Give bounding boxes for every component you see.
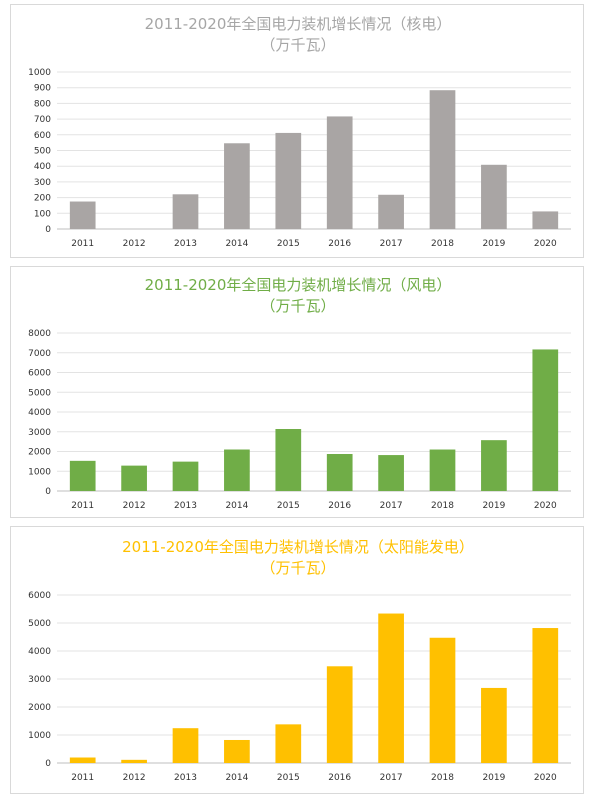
nuclear-chart: 2011-2020年全国电力装机增长情况（核电） （万千瓦） 0 100 200 300 4… [28, 15, 571, 249]
solar-x-tick-label: 2019 [482, 773, 505, 783]
wind-y-tick-label: 3000 [28, 428, 51, 438]
wind-x-tick-label: 2014 [225, 501, 248, 511]
nuclear-bar-2017 [378, 194, 404, 229]
wind-x-tick-label: 2011 [71, 501, 94, 511]
wind-y-tick-label: 6000 [28, 369, 51, 379]
solar-y-tick-label: 4000 [28, 647, 51, 657]
wind-bar-2013 [172, 461, 199, 491]
nuclear-x-tick-label: 2016 [328, 239, 351, 249]
wind-y-tick-label: 7000 [28, 349, 51, 359]
solar-bar-2015 [275, 724, 302, 763]
solar-y-tick-label: 5000 [28, 619, 51, 629]
solar-x-tick-label: 2014 [225, 773, 248, 783]
wind-bar-2011 [69, 460, 96, 491]
nuclear-bar-2020 [532, 211, 559, 229]
solar-y-tick-label: 1000 [28, 731, 51, 741]
solar-bar-2014 [224, 739, 250, 763]
wind-bar-2016 [326, 454, 353, 491]
nuclear-y-tick-label: 200 [34, 194, 51, 204]
nuclear-bar-2019 [481, 164, 507, 229]
solar-bar-2012 [121, 759, 147, 763]
solar-y-tick-label: 0 [45, 759, 51, 769]
wind-x-tick-label: 2020 [534, 501, 557, 511]
nuclear-bar-2015 [275, 132, 302, 229]
solar-y-tick-label: 2000 [28, 703, 51, 713]
nuclear-chart-title: 2011-2020年全国电力装机增长情况（核电） [145, 15, 452, 33]
wind-bar-2015 [275, 429, 302, 491]
nuclear-x-tick-label: 2018 [431, 239, 454, 249]
wind-x-tick-label: 2015 [277, 501, 300, 511]
solar-chart-panel: 2011-2020年全国电力装机增长情况（太阳能发电） （万千瓦） 0 1000 200… [10, 526, 584, 794]
nuclear-x-tick-label: 2020 [534, 239, 557, 249]
solar-y-tick-label: 3000 [28, 675, 51, 685]
nuclear-chart-unit: （万千瓦） [260, 36, 335, 54]
nuclear-y-tick-label: 900 [34, 84, 51, 94]
wind-y-tick-label: 8000 [28, 329, 51, 339]
solar-bar-2018 [429, 637, 456, 763]
wind-y-tick-label: 1000 [28, 467, 51, 477]
solar-x-tick-label: 2018 [431, 773, 454, 783]
wind-bar-2019 [481, 440, 507, 491]
nuclear-bar-2011 [69, 201, 96, 229]
nuclear-y-tick-label: 300 [34, 178, 51, 188]
nuclear-bar-2014 [224, 143, 250, 229]
solar-x-tick-label: 2020 [534, 773, 557, 783]
wind-bar-2012 [121, 465, 147, 491]
nuclear-chart-panel: 2011-2020年全国电力装机增长情况（核电） （万千瓦） 0 100 200 300 4… [10, 4, 584, 258]
solar-bar-2017 [378, 613, 404, 763]
wind-bar-2014 [224, 449, 250, 491]
solar-x-tick-label: 2015 [277, 773, 300, 783]
nuclear-bar-2013 [172, 194, 199, 229]
nuclear-bar-2018 [429, 90, 456, 229]
wind-chart-panel: 2011-2020年全国电力装机增长情况（风电） （万千瓦） 0 1000 2000 30… [10, 266, 584, 518]
solar-bar-2020 [532, 628, 559, 763]
wind-y-tick-label: 2000 [28, 448, 51, 458]
wind-chart-title: 2011-2020年全国电力装机增长情况（风电） [145, 276, 452, 294]
nuclear-x-tick-label: 2014 [225, 239, 248, 249]
nuclear-x-tick-label: 2015 [277, 239, 300, 249]
nuclear-x-tick-label: 2012 [123, 239, 146, 249]
solar-bar-2016 [326, 666, 353, 763]
nuclear-x-tick-label: 2017 [380, 239, 403, 249]
nuclear-y-tick-label: 400 [34, 162, 51, 172]
wind-x-tick-label: 2017 [380, 501, 403, 511]
solar-y-tick-label: 6000 [28, 591, 51, 601]
nuclear-y-tick-label: 600 [34, 131, 51, 141]
solar-x-tick-label: 2011 [71, 773, 94, 783]
solar-chart-title: 2011-2020年全国电力装机增长情况（太阳能发电） [122, 538, 474, 556]
wind-bar-2017 [378, 455, 404, 491]
wind-x-tick-label: 2016 [328, 501, 351, 511]
solar-x-tick-label: 2012 [123, 773, 146, 783]
nuclear-y-tick-label: 800 [34, 99, 51, 109]
nuclear-y-tick-label: 0 [45, 225, 51, 235]
wind-x-tick-label: 2012 [123, 501, 146, 511]
nuclear-y-tick-label: 1000 [28, 68, 51, 78]
nuclear-x-tick-label: 2013 [174, 239, 197, 249]
wind-chart-unit: （万千瓦） [260, 297, 335, 315]
wind-chart: 2011-2020年全国电力装机增长情况（风电） （万千瓦） 0 1000 2000 30… [28, 276, 571, 511]
nuclear-y-tick-label: 700 [34, 115, 51, 125]
wind-x-tick-label: 2018 [431, 501, 454, 511]
wind-y-tick-label: 5000 [28, 388, 51, 398]
wind-y-tick-label: 4000 [28, 408, 51, 418]
solar-x-tick-label: 2016 [328, 773, 351, 783]
solar-bar-2011 [69, 757, 96, 763]
wind-x-tick-label: 2013 [174, 501, 197, 511]
solar-chart-unit: （万千瓦） [260, 559, 335, 577]
solar-x-tick-label: 2013 [174, 773, 197, 783]
solar-chart: 2011-2020年全国电力装机增长情况（太阳能发电） （万千瓦） 0 1000 200… [28, 538, 571, 783]
solar-x-tick-label: 2017 [380, 773, 403, 783]
wind-x-tick-label: 2019 [482, 501, 505, 511]
nuclear-y-tick-label: 500 [34, 147, 51, 157]
nuclear-bar-2016 [326, 116, 353, 229]
solar-bar-2019 [481, 687, 507, 763]
solar-bar-2013 [172, 728, 199, 763]
wind-y-tick-label: 0 [45, 487, 51, 497]
nuclear-x-tick-label: 2011 [71, 239, 94, 249]
wind-bar-2020 [532, 349, 559, 491]
nuclear-x-tick-label: 2019 [482, 239, 505, 249]
nuclear-y-tick-label: 100 [34, 209, 51, 219]
wind-bar-2018 [429, 449, 456, 491]
